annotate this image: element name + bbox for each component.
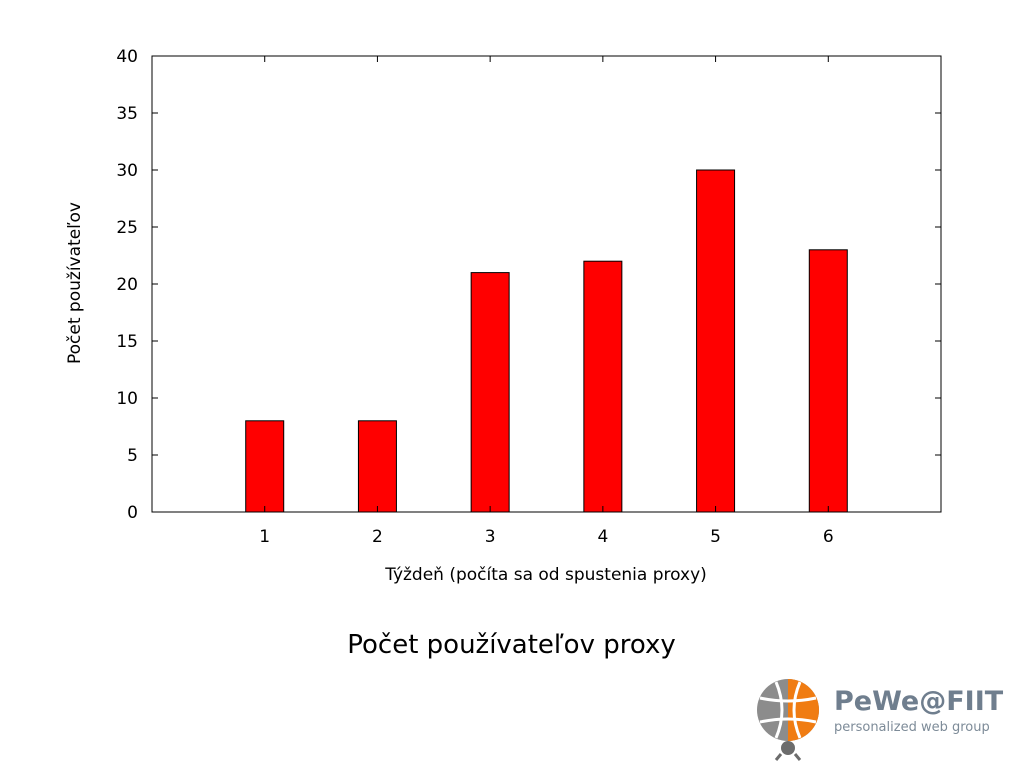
bar-week-5 xyxy=(696,169,736,513)
x-tick-label: 2 xyxy=(372,527,383,547)
y-tick-label: 35 xyxy=(116,104,138,124)
x-tick-label: 3 xyxy=(485,527,496,547)
axis-ticks: 0 5 10 15 20 25 30 35 40 1 2 3 4 5 6 xyxy=(116,47,941,547)
y-tick-label: 10 xyxy=(116,389,138,409)
y-tick-label: 0 xyxy=(127,503,138,523)
bar-week-1 xyxy=(245,420,285,513)
y-tick-label: 20 xyxy=(116,275,138,295)
slide-caption: Počet používateľov proxy xyxy=(347,630,676,660)
y-tick-label: 5 xyxy=(127,446,138,466)
x-tick-label: 1 xyxy=(259,527,270,547)
bars xyxy=(245,169,848,513)
bar-week-4 xyxy=(583,260,623,513)
y-tick-label: 40 xyxy=(116,47,138,67)
x-tick-label: 6 xyxy=(823,527,834,547)
y-tick-label: 30 xyxy=(116,161,138,181)
y-tick-label: 15 xyxy=(116,332,138,352)
y-axis-label: Počet používateľov xyxy=(65,202,85,364)
y-tick-label: 25 xyxy=(116,218,138,238)
bar-week-2 xyxy=(357,420,397,513)
pewe-fiit-logo: PeWe@FIIT personalized web group xyxy=(748,672,1003,762)
bar-chart: 0 5 10 15 20 25 30 35 40 1 2 3 4 5 6 Počet používateľo… xyxy=(65,47,942,585)
globe-icon xyxy=(757,679,819,761)
logo-tagline: personalized web group xyxy=(834,720,990,735)
logo-brand-text: PeWe@FIIT xyxy=(834,686,1004,717)
bar-week-3 xyxy=(470,272,510,513)
x-tick-label: 4 xyxy=(597,527,608,547)
x-axis-label: Týždeň (počíta sa od spustenia proxy) xyxy=(384,565,707,585)
bar-week-6 xyxy=(808,249,848,513)
x-tick-label: 5 xyxy=(710,527,721,547)
